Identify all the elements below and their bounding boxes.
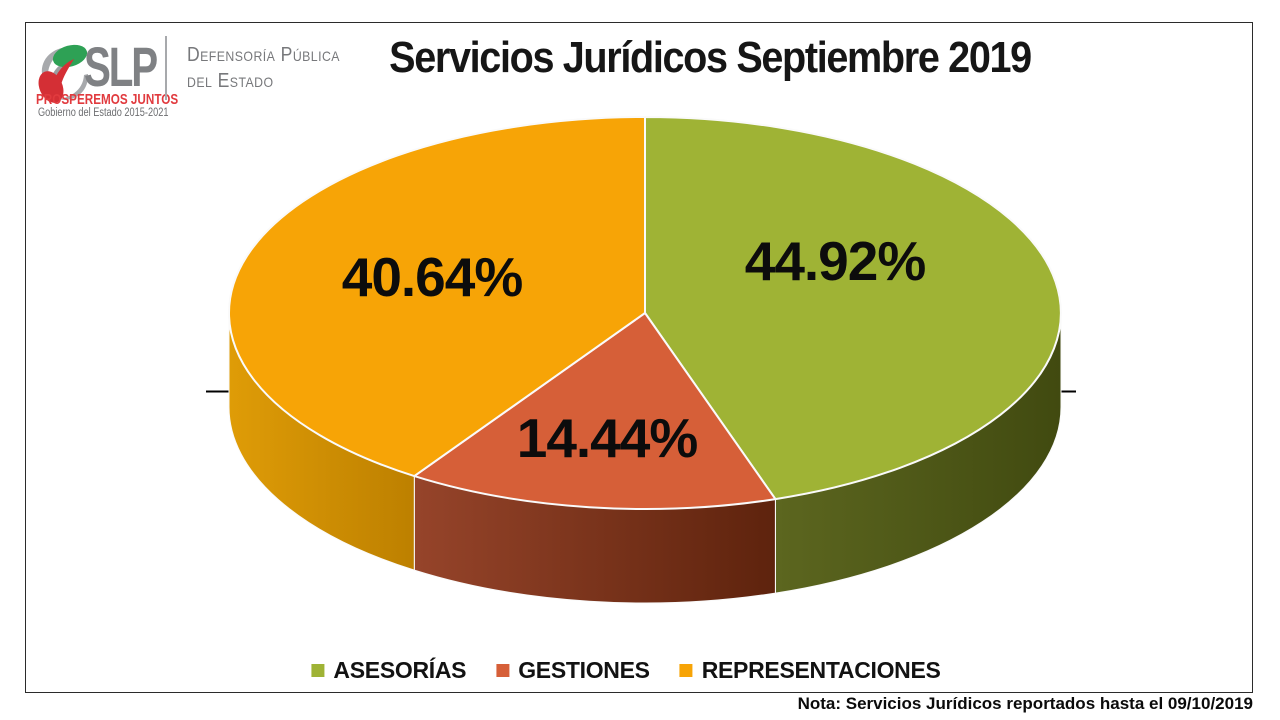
footnote: Nota: Servicios Jurídicos reportados has… bbox=[797, 694, 1253, 713]
chart-title: Servicios Jurídicos Septiembre 2019 bbox=[389, 33, 1032, 82]
department-name-line1: Defensoría Pública bbox=[187, 44, 340, 66]
legend-label-representaciones: REPRESENTACIONES bbox=[701, 657, 941, 683]
legend-swatch-gestiones bbox=[496, 664, 510, 677]
logo-green-shape bbox=[52, 44, 88, 68]
slice-label-asesorias: 44.92% bbox=[744, 230, 927, 292]
legend-swatch-asesorias bbox=[311, 664, 325, 677]
logo-slogan: PROSPEREMOS JUNTOS bbox=[36, 91, 179, 108]
legend-swatch-representaciones bbox=[679, 664, 693, 677]
legend-item-gestiones: GESTIONES bbox=[496, 657, 650, 684]
logo-red-tail bbox=[56, 59, 74, 85]
slice-label-representaciones: 40.64% bbox=[341, 246, 524, 308]
legend-item-representaciones: REPRESENTACIONES bbox=[679, 657, 941, 684]
logo-government-line: Gobierno del Estado 2015-2021 bbox=[38, 107, 169, 119]
slice-representaciones-top bbox=[228, 116, 646, 478]
slice-label-gestiones: 14.44% bbox=[516, 407, 699, 469]
slice-asesorias-top bbox=[644, 116, 1062, 501]
slp-logo-icon bbox=[38, 44, 89, 103]
logo-gray-ribbon-bottom bbox=[58, 74, 89, 100]
logo-divider bbox=[165, 36, 167, 100]
legend-label-gestiones: GESTIONES bbox=[518, 657, 650, 683]
legend-label-asesorias: ASESORÍAS bbox=[333, 657, 467, 683]
logo-gray-ribbon-top bbox=[41, 47, 75, 74]
slice-gestiones-top bbox=[413, 312, 777, 510]
legend: ASESORÍAS GESTIONES REPRESENTACIONES bbox=[311, 657, 941, 684]
legend-item-asesorias: ASESORÍAS bbox=[311, 657, 467, 684]
logo-red-shape bbox=[38, 71, 64, 103]
department-name-line2: del Estado bbox=[187, 70, 274, 92]
logo-acronym: SLP bbox=[84, 35, 158, 98]
